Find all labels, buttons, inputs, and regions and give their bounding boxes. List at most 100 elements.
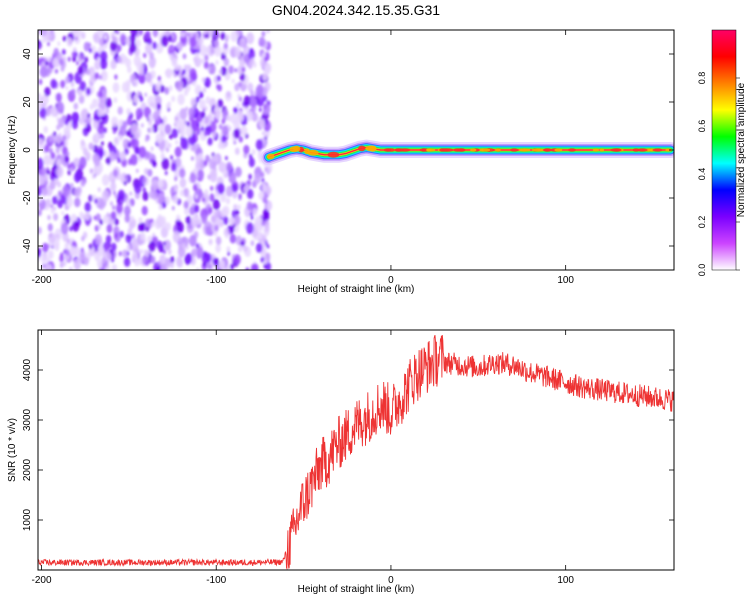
noise-speckle bbox=[76, 61, 79, 66]
noise-speckle bbox=[62, 35, 67, 42]
noise-speckle bbox=[255, 242, 263, 253]
snr-frame bbox=[37, 329, 675, 571]
noise-speckle bbox=[53, 206, 57, 211]
noise-speckle bbox=[110, 59, 117, 70]
noise-speckle bbox=[85, 218, 91, 227]
noise-speckle bbox=[56, 159, 62, 168]
noise-speckle bbox=[194, 193, 198, 199]
noise-speckle bbox=[90, 45, 97, 54]
noise-speckle bbox=[152, 160, 157, 167]
noise-speckle bbox=[266, 30, 270, 34]
noise-speckle bbox=[38, 98, 43, 111]
signal-track-blob bbox=[652, 148, 663, 152]
noise-speckle bbox=[263, 95, 268, 102]
noise-speckle bbox=[175, 139, 179, 145]
noise-speckle bbox=[59, 254, 64, 263]
noise-speckle bbox=[105, 234, 112, 244]
noise-speckle bbox=[215, 209, 223, 221]
noise-speckle bbox=[113, 97, 118, 103]
noise-speckle bbox=[189, 36, 197, 48]
noise-speckle bbox=[199, 44, 208, 57]
noise-speckle bbox=[114, 194, 118, 199]
noise-speckle bbox=[48, 135, 53, 143]
noise-speckle bbox=[72, 220, 80, 232]
noise-speckle bbox=[58, 190, 62, 196]
snr-series-line bbox=[38, 335, 674, 570]
noise-speckle bbox=[258, 233, 263, 240]
noise-speckle bbox=[261, 131, 265, 136]
noise-speckle bbox=[97, 199, 105, 211]
noise-speckle bbox=[112, 82, 120, 93]
noise-speckle bbox=[59, 262, 64, 268]
noise-speckle bbox=[220, 66, 227, 76]
noise-speckle bbox=[233, 128, 240, 139]
noise-speckle bbox=[145, 226, 149, 232]
noise-speckle bbox=[145, 250, 150, 258]
signal-track-blob bbox=[567, 148, 577, 152]
noise-speckle bbox=[40, 65, 48, 78]
noise-speckle bbox=[215, 236, 222, 246]
noise-speckle bbox=[174, 184, 179, 192]
noise-speckle bbox=[148, 120, 153, 126]
noise-speckle bbox=[197, 158, 205, 171]
noise-speckle bbox=[124, 174, 128, 180]
noise-speckle bbox=[207, 30, 214, 36]
noise-speckle bbox=[201, 58, 205, 64]
noise-speckle bbox=[233, 214, 241, 226]
noise-speckle bbox=[46, 169, 50, 175]
noise-speckle bbox=[191, 156, 194, 161]
noise-speckle bbox=[70, 81, 75, 88]
noise-speckle bbox=[171, 95, 176, 102]
noise-speckle bbox=[123, 257, 131, 267]
noise-speckle bbox=[126, 117, 132, 126]
noise-speckle bbox=[113, 169, 118, 177]
noise-speckle bbox=[121, 81, 129, 93]
noise-speckle bbox=[154, 218, 162, 230]
noise-speckle bbox=[73, 258, 81, 270]
noise-speckle bbox=[71, 111, 80, 124]
noise-speckle bbox=[161, 35, 169, 47]
noise-speckle bbox=[99, 74, 103, 80]
noise-speckle bbox=[42, 242, 49, 253]
noise-speckle bbox=[156, 265, 161, 270]
noise-speckle bbox=[203, 130, 208, 137]
snr-xlabel: Height of straight line (km) bbox=[298, 584, 415, 595]
noise-speckle bbox=[157, 192, 165, 204]
noise-speckle bbox=[190, 97, 197, 107]
noise-speckle bbox=[171, 206, 175, 211]
noise-speckle bbox=[258, 118, 266, 129]
noise-speckle bbox=[248, 111, 254, 119]
noise-speckle bbox=[155, 95, 162, 106]
noise-speckle bbox=[228, 65, 234, 74]
noise-speckle bbox=[176, 80, 184, 92]
noise-speckle bbox=[250, 89, 254, 96]
noise-speckle bbox=[38, 184, 43, 190]
noise-speckle bbox=[118, 251, 122, 257]
noise-speckle bbox=[133, 55, 141, 67]
noise-speckle bbox=[262, 72, 268, 81]
noise-speckle bbox=[111, 263, 117, 270]
noise-speckle bbox=[142, 176, 147, 184]
noise-speckle bbox=[217, 182, 225, 195]
noise-speckle bbox=[80, 109, 88, 121]
noise-speckle bbox=[152, 232, 156, 238]
noise-speckle bbox=[38, 58, 41, 66]
noise-speckle bbox=[195, 52, 200, 59]
signal-track-blob bbox=[399, 148, 411, 152]
noise-speckle bbox=[243, 144, 250, 155]
noise-speckle bbox=[150, 221, 155, 228]
noise-speckle bbox=[93, 155, 101, 167]
noise-speckle bbox=[50, 152, 56, 160]
noise-speckle bbox=[164, 170, 168, 176]
noise-speckle bbox=[85, 123, 92, 133]
noise-speckle bbox=[55, 134, 62, 144]
noise-speckle bbox=[221, 125, 229, 137]
noise-speckle bbox=[209, 64, 216, 74]
y-tick-label: -40 bbox=[22, 238, 33, 253]
noise-speckle bbox=[141, 123, 144, 128]
noise-speckle bbox=[71, 51, 76, 58]
noise-speckle bbox=[89, 168, 94, 174]
snr-panel: -200 -100 0 100 1000 2000 3000 4000 Height of s… bbox=[7, 329, 675, 595]
noise-speckle bbox=[247, 48, 255, 60]
noise-speckle bbox=[119, 33, 127, 44]
